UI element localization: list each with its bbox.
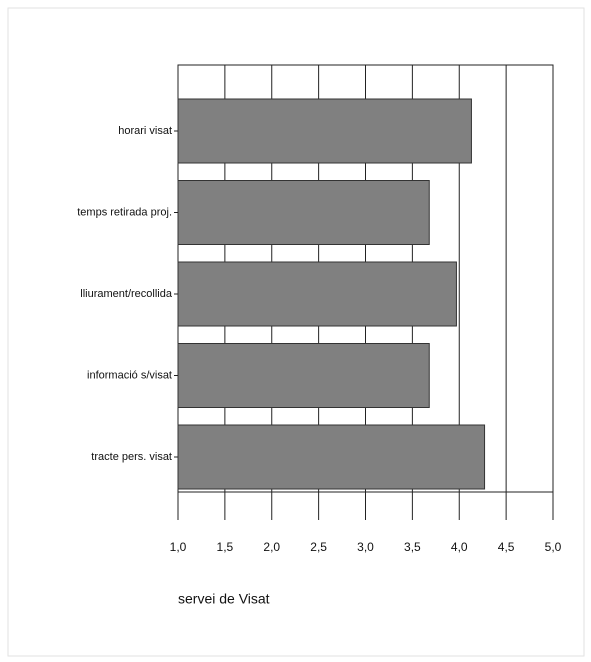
x-tick-label: 1,0 — [170, 540, 187, 554]
y-tick-label: temps retirada proj. — [77, 206, 172, 218]
bar — [177, 261, 457, 327]
bar — [177, 343, 430, 408]
x-tick-label: 3,0 — [357, 540, 374, 554]
y-tick-label: lliurament/recollida — [80, 288, 173, 300]
x-tick-label: 2,0 — [263, 540, 280, 554]
y-tick-label: tracte pers. visat — [91, 451, 172, 463]
x-tick-label: 1,5 — [217, 540, 234, 554]
y-tick-label: informació s/visat — [87, 369, 172, 381]
y-tick-label: horari visat — [118, 125, 172, 137]
x-tick-label: 3,5 — [404, 540, 421, 554]
x-axis-title: servei de Visat — [178, 591, 270, 607]
x-tick-label: 4,0 — [451, 540, 468, 554]
bar — [177, 424, 486, 490]
bar — [177, 98, 472, 164]
x-tick-label: 5,0 — [545, 540, 562, 554]
x-tick-label: 4,5 — [498, 540, 515, 554]
bar — [177, 180, 430, 245]
x-tick-label: 2,5 — [310, 540, 327, 554]
